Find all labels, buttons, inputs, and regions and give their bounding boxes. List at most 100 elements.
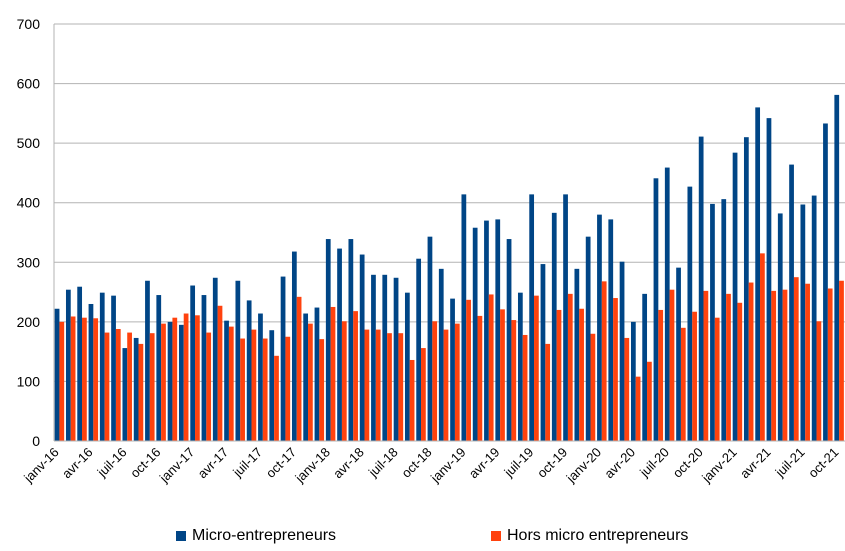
bar-hors-micro bbox=[624, 337, 630, 441]
bar-micro bbox=[280, 276, 286, 441]
bar-micro bbox=[563, 194, 568, 441]
x-tick-label: juil-16 bbox=[94, 445, 130, 481]
bar-micro bbox=[258, 313, 263, 441]
legend: Micro-entrepreneurs Hors micro entrepren… bbox=[0, 527, 845, 551]
x-tick-label: janv-19 bbox=[427, 445, 468, 486]
bar-micro bbox=[371, 274, 376, 441]
bar-hors-micro bbox=[296, 296, 302, 441]
x-tick-label: oct-21 bbox=[805, 445, 841, 481]
bar-micro bbox=[710, 203, 715, 441]
bar-hors-micro bbox=[669, 289, 675, 441]
y-axis: 0 100 200 300 400 500 600 700 bbox=[17, 16, 55, 449]
y-tick-label: 0 bbox=[32, 433, 40, 449]
bar-hors-micro bbox=[454, 323, 460, 441]
bar-hors-micro bbox=[816, 321, 822, 441]
bar-micro bbox=[574, 268, 580, 441]
bar-micro bbox=[190, 285, 196, 441]
bar-hors-micro bbox=[127, 332, 132, 441]
bar-micro bbox=[291, 251, 297, 441]
bar-hors-micro bbox=[726, 293, 731, 441]
bar-hors-micro bbox=[262, 338, 268, 441]
bar-hors-micro bbox=[760, 253, 765, 441]
bar-hors-micro bbox=[330, 306, 336, 441]
x-tick-label: juil-21 bbox=[772, 445, 808, 481]
x-axis: janv-16avr-16juil-16oct-16janv-17avr-17j… bbox=[20, 440, 845, 486]
bar-micro bbox=[133, 337, 139, 441]
bar-micro bbox=[597, 214, 602, 441]
bar-micro bbox=[608, 219, 614, 441]
bar-hors-micro bbox=[251, 329, 257, 441]
bar-micro bbox=[777, 213, 783, 441]
bar-hors-micro bbox=[409, 359, 415, 441]
bar-micro bbox=[88, 303, 94, 441]
bar-hors-micro bbox=[82, 317, 87, 441]
x-tick-label: juil-19 bbox=[501, 445, 537, 481]
bar-micro bbox=[246, 300, 252, 441]
x-tick-label: avr-21 bbox=[737, 445, 774, 482]
bar-micro bbox=[348, 239, 354, 441]
bar-micro bbox=[789, 164, 794, 441]
bar-micro bbox=[484, 220, 489, 441]
bar-micro bbox=[314, 307, 320, 441]
bar-hors-micro bbox=[70, 316, 76, 441]
x-tick-label: janv-17 bbox=[156, 445, 197, 486]
bar-micro bbox=[224, 320, 229, 441]
bar-hors-micro bbox=[240, 338, 245, 441]
bar-hors-micro bbox=[443, 329, 449, 441]
x-tick-label: avr-19 bbox=[466, 445, 503, 482]
bar-hors-micro bbox=[217, 305, 223, 441]
x-tick-label: juil-20 bbox=[636, 445, 672, 481]
bar-hors-micro bbox=[172, 317, 178, 441]
x-tick-label: juil-17 bbox=[229, 445, 265, 481]
bar-micro bbox=[404, 292, 410, 441]
bar-hors-micro bbox=[635, 376, 641, 441]
bar-micro bbox=[359, 254, 365, 441]
bar-micro bbox=[461, 194, 467, 441]
bar-micro bbox=[698, 136, 704, 441]
bar-hors-micro bbox=[353, 311, 358, 441]
legend-label: Micro-entrepreneurs bbox=[192, 527, 337, 544]
bar-micro bbox=[235, 280, 241, 441]
bar-hors-micro bbox=[319, 339, 325, 441]
bar-micro bbox=[427, 236, 433, 441]
bar-hors-micro bbox=[647, 361, 652, 441]
bar-micro bbox=[811, 195, 817, 441]
bar-hors-micro bbox=[432, 321, 438, 441]
x-tick-label: avr-16 bbox=[59, 445, 96, 482]
bar-hors-micro bbox=[793, 277, 799, 441]
bar-micro bbox=[755, 107, 761, 442]
bar-hors-micro bbox=[398, 333, 404, 441]
bar-micro bbox=[506, 239, 512, 441]
bar-micro bbox=[382, 274, 388, 441]
bar-micro bbox=[167, 321, 173, 441]
bar-micro bbox=[201, 295, 207, 441]
y-tick-label: 500 bbox=[17, 135, 41, 151]
bar-hors-micro bbox=[104, 332, 110, 441]
bar-micro bbox=[529, 194, 535, 441]
bar-micro bbox=[111, 295, 116, 441]
bar-micro bbox=[664, 167, 670, 441]
legend-label: Hors micro entrepreneurs bbox=[507, 527, 689, 544]
bar-hors-micro bbox=[285, 336, 291, 441]
bar-micro bbox=[642, 293, 648, 441]
bar-micro bbox=[99, 292, 105, 441]
bar-hors-micro bbox=[567, 293, 573, 441]
bar-hors-micro bbox=[680, 327, 686, 441]
bar-hors-micro bbox=[601, 281, 607, 441]
bar-hors-micro bbox=[421, 348, 426, 441]
bar-hors-micro bbox=[590, 333, 596, 441]
x-tick-label: janv-18 bbox=[292, 445, 333, 486]
bar-hors-micro bbox=[839, 280, 844, 441]
bar-micro bbox=[800, 204, 806, 441]
bar-micro bbox=[393, 277, 399, 441]
y-tick-label: 100 bbox=[17, 373, 41, 389]
bar-hors-micro bbox=[138, 343, 144, 441]
bar-micro bbox=[653, 178, 659, 442]
y-tick-label: 300 bbox=[17, 254, 41, 270]
legend-item-series-1: Hors micro entrepreneurs bbox=[491, 527, 688, 545]
bar-hors-micro bbox=[488, 294, 494, 441]
bar-micro bbox=[687, 186, 693, 441]
bar-hors-micro bbox=[375, 329, 381, 441]
legend-swatch bbox=[176, 531, 186, 541]
bar-micro bbox=[178, 324, 184, 441]
